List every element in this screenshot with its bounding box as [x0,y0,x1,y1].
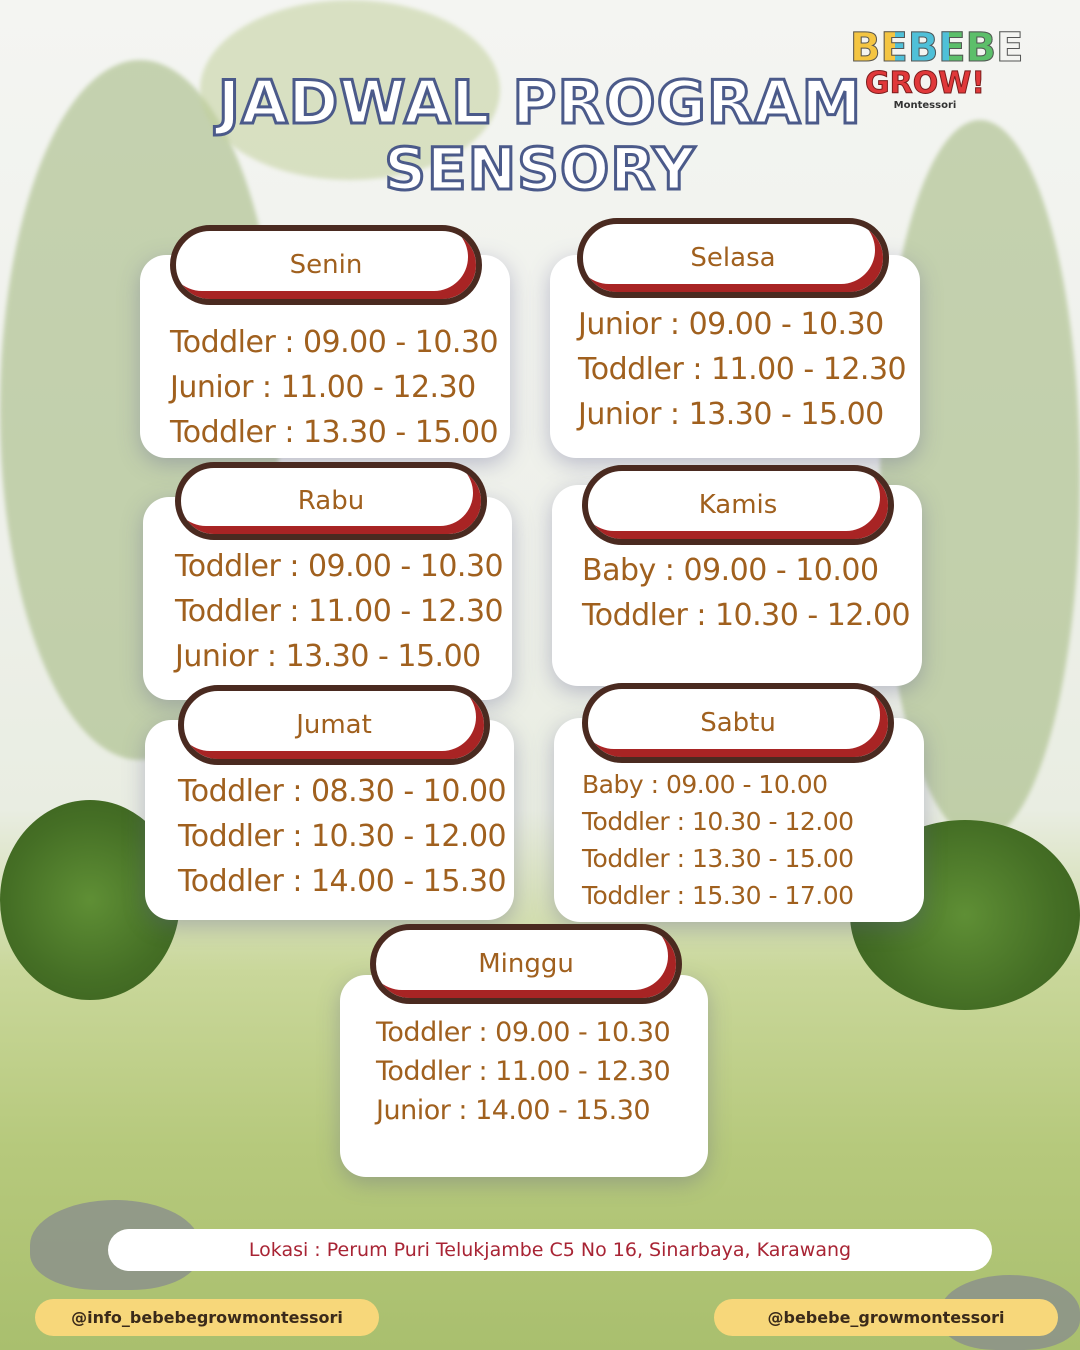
session-item: Junior : 09.00 - 10.30 [578,307,884,342]
day-header: Senin [170,225,482,305]
session-item: Toddler : 14.00 - 15.30 [178,864,507,899]
logo: BEBEBE GROW! Montessori [850,25,1024,112]
session-item: Toddler : 09.00 - 10.30 [376,1017,671,1048]
social-handle-left[interactable]: @info_bebebegrowmontessori [35,1299,379,1336]
session-list: Baby : 09.00 - 10.00 Toddler : 10.30 - 12… [582,766,854,914]
location-bar: Lokasi : Perum Puri Telukjambe C5 No 16,… [108,1229,992,1271]
logo-text: GROW! [865,66,986,101]
background-tree [200,0,500,180]
session-list: Toddler : 09.00 - 10.30 Toddler : 11.00 -… [175,544,504,679]
session-item: Junior : 14.00 - 15.30 [376,1095,651,1126]
day-header: Jumat [178,685,490,765]
session-item: Toddler : 10.30 - 12.00 [582,598,911,633]
session-item: Toddler : 08.30 - 10.00 [178,774,507,809]
session-item: Toddler : 11.00 - 12.30 [578,352,907,387]
session-list: Toddler : 09.00 - 10.30 Junior : 11.00 - … [170,320,499,455]
logo-text: BEBEBE [850,25,1024,71]
session-item: Junior : 11.00 - 12.30 [170,370,476,405]
session-item: Baby : 09.00 - 10.00 [582,770,828,799]
page-title-line1: JADWAL PROGRAM [216,67,863,140]
session-item: Toddler : 09.00 - 10.30 [170,325,499,360]
session-list: Toddler : 08.30 - 10.00 Toddler : 10.30 -… [178,769,507,904]
logo-text: Montessori [893,100,957,111]
session-item: Toddler : 10.30 - 12.00 [178,819,507,854]
session-item: Toddler : 09.00 - 10.30 [175,549,504,584]
session-item: Junior : 13.30 - 15.00 [578,397,884,432]
session-list: Baby : 09.00 - 10.00 Toddler : 10.30 - 12… [582,548,911,638]
background-tree [880,120,1080,840]
day-header: Sabtu [582,683,894,763]
session-item: Toddler : 11.00 - 12.30 [175,594,504,629]
session-item: Baby : 09.00 - 10.00 [582,553,879,588]
session-item: Toddler : 15.30 - 17.00 [582,881,854,910]
session-list: Junior : 09.00 - 10.30 Toddler : 11.00 - … [578,302,907,437]
day-header: Kamis [582,465,894,545]
session-item: Junior : 13.30 - 15.00 [175,639,481,674]
session-item: Toddler : 11.00 - 12.30 [376,1056,671,1087]
session-list: Toddler : 09.00 - 10.30 Toddler : 11.00 -… [376,1013,671,1130]
social-handle-right[interactable]: @bebebe_growmontessori [714,1299,1058,1336]
day-header: Rabu [175,462,487,540]
session-item: Toddler : 10.30 - 12.00 [582,807,854,836]
session-item: Toddler : 13.30 - 15.00 [582,844,854,873]
page-title-line2: SENSORY [383,134,697,205]
day-header: Minggu [370,924,682,1004]
schedule-card-minggu [340,975,708,1177]
day-header: Selasa [577,218,889,298]
session-item: Toddler : 13.30 - 15.00 [170,415,499,450]
